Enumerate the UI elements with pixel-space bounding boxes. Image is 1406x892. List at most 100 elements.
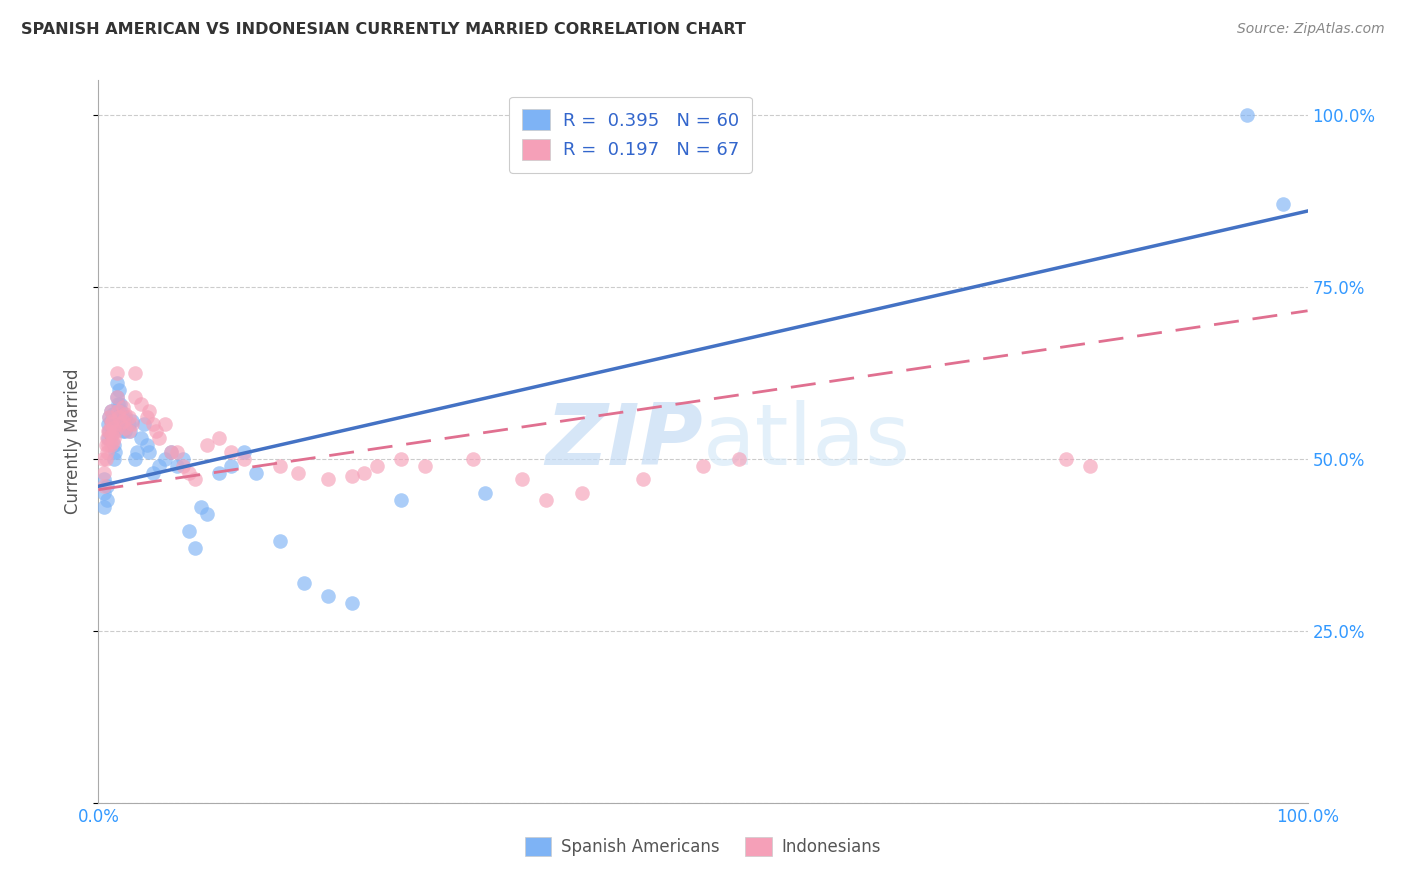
Point: [100, 438, 122, 452]
Point: [172, 458, 194, 473]
Point: [100, 414, 122, 428]
Point: [316, 590, 339, 604]
Point: [221, 458, 243, 473]
Point: [269, 534, 291, 549]
Point: [135, 438, 157, 452]
Point: [135, 410, 157, 425]
Point: [221, 445, 243, 459]
Point: [166, 458, 188, 473]
Point: [148, 458, 170, 473]
Point: [287, 466, 309, 480]
Point: [129, 397, 152, 411]
Point: [121, 414, 143, 428]
Point: [127, 445, 149, 459]
Point: [94, 451, 117, 466]
Point: [100, 417, 122, 432]
Text: SPANISH AMERICAN VS INDONESIAN CURRENTLY MARRIED CORRELATION CHART: SPANISH AMERICAN VS INDONESIAN CURRENTLY…: [21, 22, 747, 37]
Point: [104, 445, 127, 459]
Point: [195, 507, 218, 521]
Point: [631, 472, 654, 486]
Point: [97, 431, 120, 445]
Point: [114, 410, 136, 425]
Point: [105, 376, 128, 390]
Point: [111, 410, 134, 425]
Point: [98, 410, 121, 425]
Point: [232, 445, 254, 459]
Point: [366, 458, 388, 473]
Point: [114, 424, 136, 438]
Point: [142, 466, 165, 480]
Point: [108, 417, 131, 432]
Point: [145, 424, 167, 438]
Point: [103, 451, 125, 466]
Point: [107, 397, 129, 411]
Point: [571, 486, 593, 500]
Point: [129, 431, 152, 445]
Point: [184, 472, 207, 486]
Point: [100, 403, 122, 417]
Point: [108, 410, 131, 425]
Point: [534, 493, 557, 508]
Text: ZIP: ZIP: [546, 400, 703, 483]
Point: [166, 445, 188, 459]
Point: [103, 438, 125, 452]
Point: [101, 421, 124, 435]
Point: [118, 424, 141, 438]
Point: [108, 397, 131, 411]
Point: [728, 451, 751, 466]
Point: [114, 421, 136, 435]
Point: [94, 438, 117, 452]
Point: [138, 403, 160, 417]
Point: [100, 403, 122, 417]
Point: [101, 407, 124, 421]
Point: [124, 451, 146, 466]
Point: [97, 438, 120, 452]
Point: [124, 366, 146, 380]
Point: [93, 486, 115, 500]
Point: [179, 466, 201, 480]
Point: [121, 417, 143, 432]
Point: [93, 479, 115, 493]
Point: [97, 424, 120, 438]
Point: [138, 445, 160, 459]
Point: [1078, 458, 1101, 473]
Point: [100, 427, 122, 442]
Point: [93, 466, 115, 480]
Point: [100, 427, 122, 442]
Point: [104, 424, 127, 438]
Y-axis label: Currently Married: Currently Married: [65, 368, 83, 515]
Point: [463, 451, 485, 466]
Point: [292, 575, 315, 590]
Point: [118, 410, 141, 425]
Point: [111, 400, 134, 414]
Point: [103, 431, 125, 445]
Point: [184, 541, 207, 556]
Point: [692, 458, 714, 473]
Point: [413, 458, 436, 473]
Point: [111, 414, 134, 428]
Point: [160, 445, 183, 459]
Point: [1054, 451, 1077, 466]
Point: [190, 500, 212, 514]
Point: [153, 451, 176, 466]
Point: [96, 445, 118, 459]
Point: [98, 410, 121, 425]
Point: [101, 434, 124, 449]
Point: [148, 431, 170, 445]
Point: [105, 390, 128, 404]
Point: [153, 417, 176, 432]
Point: [245, 466, 267, 480]
Point: [118, 417, 141, 432]
Point: [134, 417, 156, 432]
Point: [316, 472, 339, 486]
Point: [269, 458, 291, 473]
Point: [389, 451, 412, 466]
Point: [208, 431, 231, 445]
Point: [1272, 197, 1295, 211]
Point: [112, 417, 135, 432]
Point: [96, 493, 118, 508]
Point: [342, 469, 364, 483]
Point: [96, 479, 118, 493]
Point: [98, 424, 121, 438]
Point: [98, 424, 121, 438]
